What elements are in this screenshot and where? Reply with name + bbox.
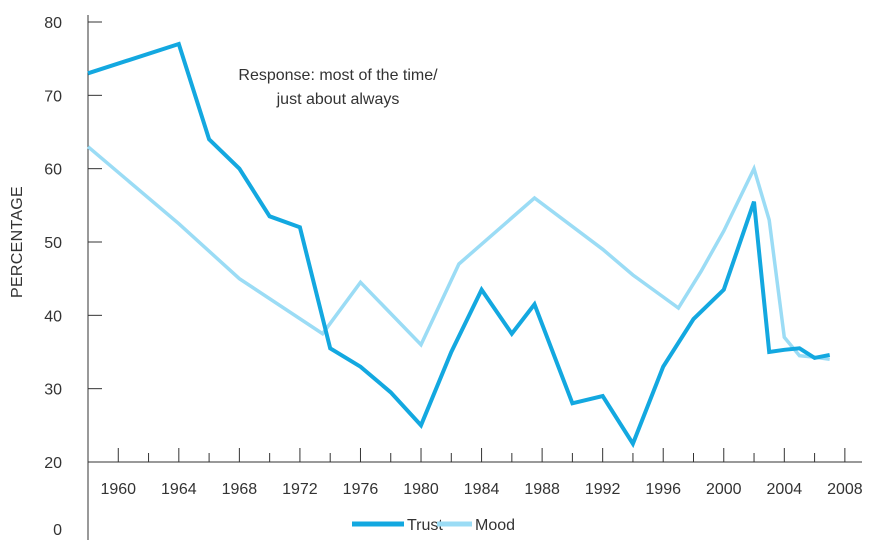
x-tick-label: 1984 xyxy=(464,481,500,498)
y-tick-label: 60 xyxy=(44,162,62,179)
legend-label-trust: Trust xyxy=(407,517,443,534)
legend-label-mood: Mood xyxy=(475,517,515,534)
legend: Trust Mood xyxy=(352,517,515,534)
y-tick-label: 20 xyxy=(44,455,62,472)
x-tick-label: 2000 xyxy=(706,481,742,498)
x-tick-label: 1968 xyxy=(222,481,258,498)
x-tick-label: 1988 xyxy=(524,481,560,498)
x-tick-label: 1996 xyxy=(645,481,681,498)
series-line-mood xyxy=(86,145,830,362)
y-tick-label-zero: 0 xyxy=(53,522,62,539)
y-tick-label: 30 xyxy=(44,382,62,399)
x-tick-label: 1992 xyxy=(585,481,621,498)
series-line-trust xyxy=(87,41,831,449)
y-axis-title: PERCENTAGE xyxy=(9,186,26,298)
y-tick-label: 70 xyxy=(44,88,62,105)
y-tick-label: 80 xyxy=(44,15,62,32)
x-tick-label: 1976 xyxy=(343,481,379,498)
x-tick-label: 1964 xyxy=(161,481,197,498)
annotation-line-1: Response: most of the time/ xyxy=(238,67,438,84)
annotation-line-2: just about always xyxy=(276,91,400,108)
axes: 80 70 60 50 40 30 20 1960 1964 1968 1972 1976 1980 19… xyxy=(44,15,863,540)
x-tick-label: 1980 xyxy=(403,481,439,498)
x-tick-label: 2004 xyxy=(767,481,803,498)
y-tick-label: 50 xyxy=(44,235,62,252)
y-tick-label: 40 xyxy=(44,308,62,325)
x-tick-label: 2008 xyxy=(827,481,863,498)
x-tick-label: 1972 xyxy=(282,481,318,498)
x-tick-label: 1960 xyxy=(100,481,136,498)
series-lines xyxy=(86,41,831,449)
labels: PERCENTAGE Response: most of the time/ j… xyxy=(9,67,438,539)
